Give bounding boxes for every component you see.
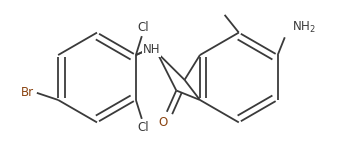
Text: Cl: Cl xyxy=(137,21,149,34)
Text: Cl: Cl xyxy=(137,121,149,134)
Text: O: O xyxy=(159,117,168,129)
Text: Br: Br xyxy=(21,86,34,99)
Text: NH$_2$: NH$_2$ xyxy=(292,20,316,35)
Text: NH: NH xyxy=(143,43,160,56)
